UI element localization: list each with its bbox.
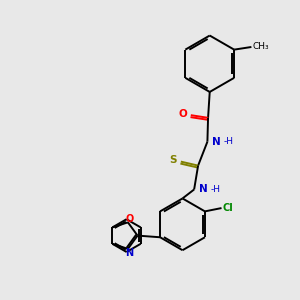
Text: S: S	[169, 155, 177, 165]
Text: O: O	[178, 110, 187, 119]
Text: O: O	[125, 214, 134, 224]
Text: N: N	[212, 137, 221, 147]
Text: N: N	[199, 184, 208, 194]
Text: N: N	[125, 248, 133, 258]
Text: CH₃: CH₃	[253, 43, 269, 52]
Text: -H: -H	[224, 137, 234, 146]
Text: Cl: Cl	[223, 203, 234, 213]
Text: -H: -H	[211, 185, 221, 194]
